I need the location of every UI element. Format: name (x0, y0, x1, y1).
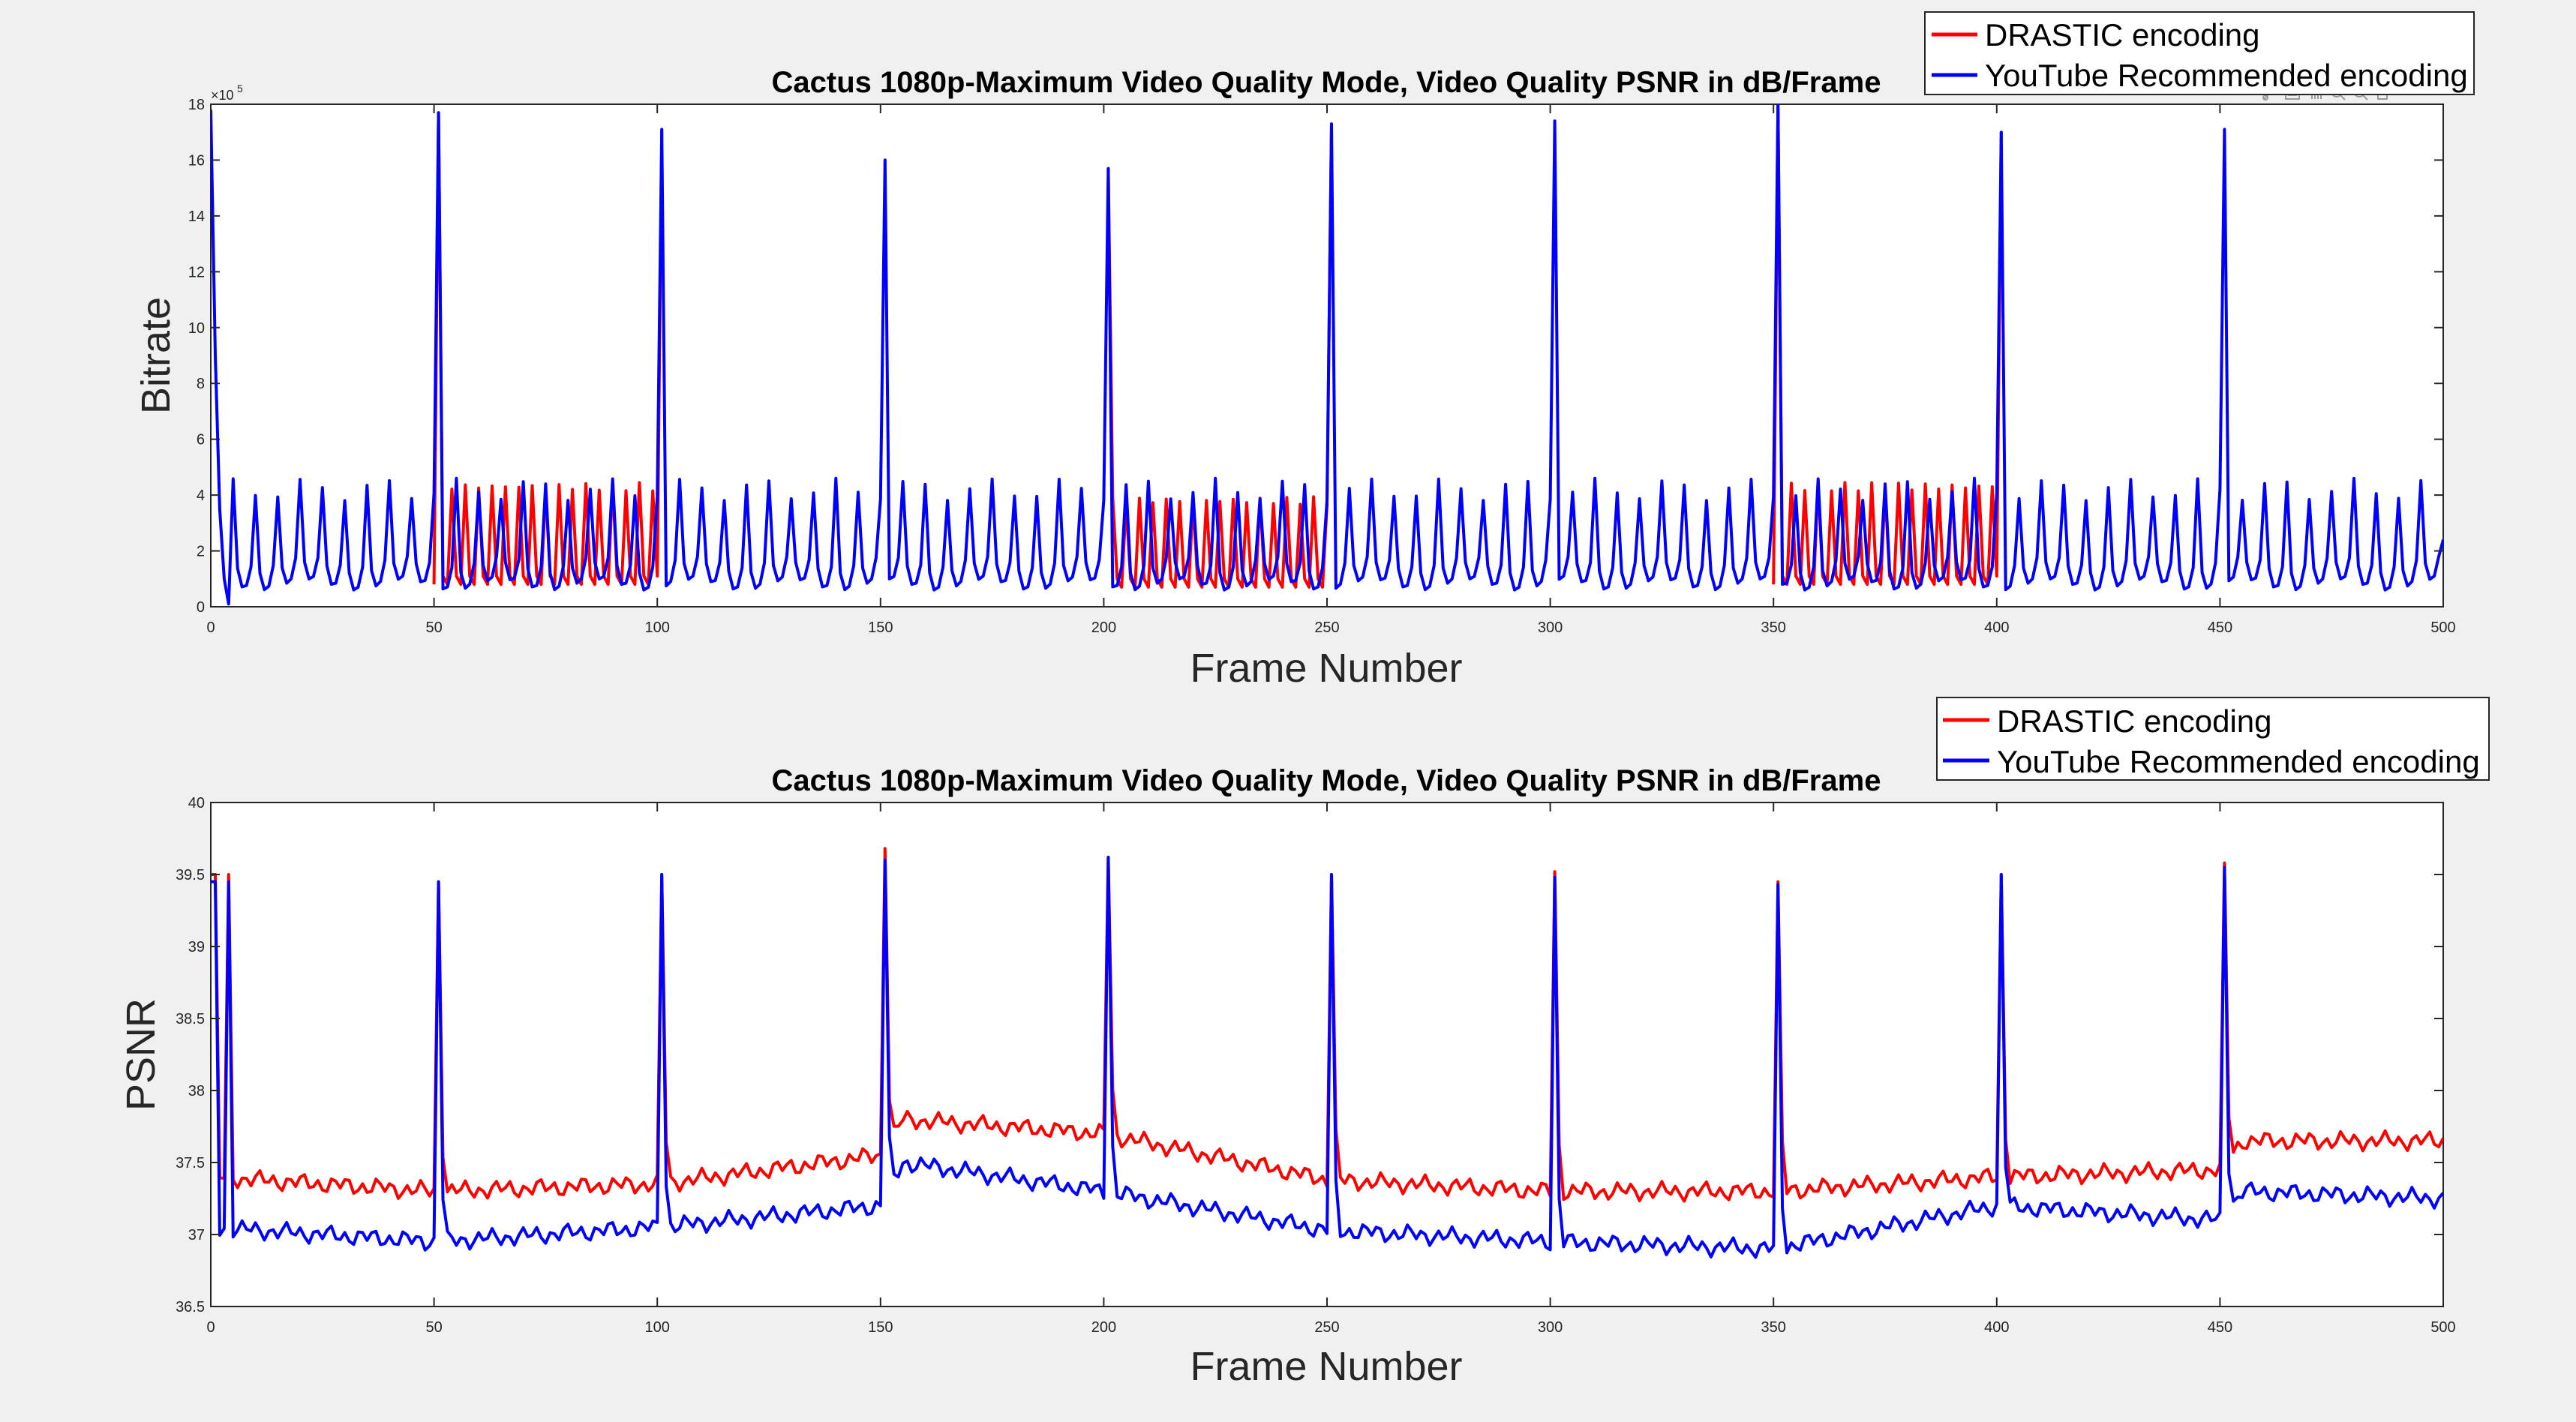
y-tick-label: 6 (197, 432, 205, 448)
x-tick-label: 350 (1761, 1319, 1786, 1336)
x-tick-label: 0 (206, 620, 215, 636)
x-tick-label: 200 (1091, 620, 1116, 636)
bitrate-y-axis-label: Bitrate (134, 297, 179, 414)
x-tick-label: 450 (2208, 620, 2232, 636)
x-tick-label: 150 (868, 620, 893, 636)
psnr-chart-title: Cactus 1080p-Maximum Video Quality Mode,… (772, 764, 1881, 797)
psnr-legend-box (1936, 697, 2490, 781)
bitrate-youtube-line (211, 104, 2443, 606)
bitrate-drastic-line-segment-2 (1106, 124, 1333, 589)
x-tick-label: 300 (1538, 620, 1563, 636)
legend-label-drastic-2: DRASTIC encoding (1997, 704, 2272, 739)
x-tick-label: 300 (1538, 1319, 1563, 1336)
x-tick-label: 250 (1314, 620, 1339, 636)
y-tick-label: 10 (188, 320, 205, 337)
x-tick-label: 350 (1761, 620, 1786, 636)
x-tick-label: 0 (206, 1319, 215, 1336)
bitrate-x-axis-label: Frame Number (1190, 646, 1462, 691)
y-tick-label: 36.5 (176, 1299, 205, 1316)
x-tick-label: 450 (2208, 1319, 2232, 1336)
x-tick-label: 250 (1314, 1319, 1339, 1336)
x-tick-label: 400 (1984, 1319, 2009, 1336)
psnr-youtube-line (211, 856, 2443, 1259)
y-tick-label: 37.5 (176, 1155, 205, 1172)
x-tick-label: 50 (425, 1319, 442, 1336)
bitrate-legend[interactable]: DRASTIC encoding YouTube Recommended enc… (1924, 11, 2475, 95)
y-tick-label: 38 (188, 1083, 205, 1100)
x-tick-label: 50 (425, 620, 442, 636)
y-tick-label: 2 (197, 544, 205, 560)
psnr-x-axis-label: Frame Number (1190, 1344, 1462, 1389)
y-tick-label: 16 (188, 152, 205, 169)
bitrate-legend-box (1924, 11, 2475, 95)
psnr-legend[interactable]: DRASTIC encoding YouTube Recommended enc… (1936, 697, 2490, 781)
y-tick-label: 0 (197, 599, 205, 616)
psnr-axes[interactable]: 0 50 100 150 200 250 300 350 400 450 500 36.5 37 37.5… (119, 697, 2490, 1389)
y-tick-label: 39 (188, 939, 205, 956)
y-tick-label: 12 (188, 264, 205, 280)
y-tick-label: 14 (188, 208, 205, 225)
psnr-lines (211, 847, 2443, 1259)
bitrate-ticks: 0 50 100 150 200 250 300 350 400 450 500 0 2 4 6 8 10 12 1… (188, 97, 2456, 636)
bitrate-axes[interactable]: 0 50 100 150 200 250 300 350 400 450 500 0 2 4 6 8 10 12 1… (134, 11, 2475, 691)
y-tick-label: 40 (188, 795, 205, 812)
bitrate-y-exponent: ×10 5 (211, 82, 243, 103)
y-exponent-base: ×10 (211, 88, 234, 103)
y-tick-label: 8 (197, 376, 205, 392)
y-tick-label: 18 (188, 97, 205, 113)
y-tick-label: 39.5 (176, 867, 205, 884)
y-tick-label: 38.5 (176, 1011, 205, 1028)
x-tick-label: 100 (645, 1319, 670, 1336)
legend-label-youtube: YouTube Recommended encoding (1985, 58, 2468, 93)
psnr-ticks: 0 50 100 150 200 250 300 350 400 450 500 36.5 37 37.5… (176, 795, 2456, 1336)
bitrate-chart-title: Cactus 1080p-Maximum Video Quality Mode,… (772, 66, 1881, 99)
legend-label-youtube-2: YouTube Recommended encoding (1997, 744, 2480, 779)
y-tick-label: 4 (197, 488, 205, 504)
x-tick-label: 500 (2430, 1319, 2455, 1336)
x-tick-label: 150 (868, 1319, 893, 1336)
x-tick-label: 200 (1091, 1319, 1116, 1336)
y-tick-label: 37 (188, 1227, 205, 1244)
x-tick-label: 100 (645, 620, 670, 636)
bitrate-lines (211, 104, 2443, 606)
legend-label-drastic: DRASTIC encoding (1985, 17, 2260, 52)
x-tick-label: 500 (2430, 620, 2455, 636)
x-tick-label: 400 (1984, 620, 2009, 636)
y-exponent-power: 5 (237, 82, 243, 94)
psnr-y-axis-label: PSNR (119, 998, 164, 1111)
